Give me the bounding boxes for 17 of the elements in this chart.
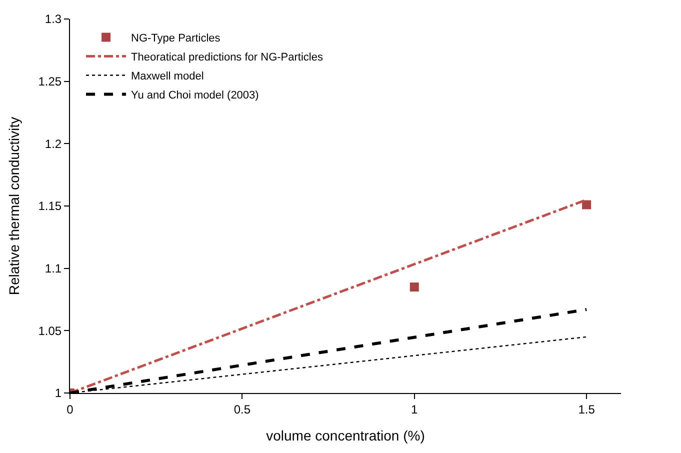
legend-label: Maxwell model (131, 70, 204, 83)
x-tick-label: 0.5 (234, 402, 251, 416)
y-tick-label: 1.05 (38, 324, 62, 338)
y-axis-title: Relative thermal conductivity (6, 116, 22, 296)
y-tick-label: 1.15 (38, 199, 62, 214)
legend-label: Yu and Choi model (2003) (131, 90, 259, 102)
x-axis-title: volume concentration (%) (266, 428, 425, 444)
legend-label: NG-Type Particles (131, 32, 221, 45)
x-tick-label: 1.5 (578, 402, 596, 416)
x-tick-label: 1 (411, 402, 418, 416)
legend-label: Theoratical predictions for NG-Particles (131, 52, 324, 64)
y-tick-label: 1.1 (44, 262, 62, 276)
y-tick-label: 1.3 (44, 12, 62, 26)
y-tick-label: 1 (54, 386, 62, 400)
x-tick-label: 0 (66, 402, 74, 416)
y-tick-label: 1.2 (44, 136, 62, 151)
y-tick-label: 1.25 (38, 74, 62, 89)
